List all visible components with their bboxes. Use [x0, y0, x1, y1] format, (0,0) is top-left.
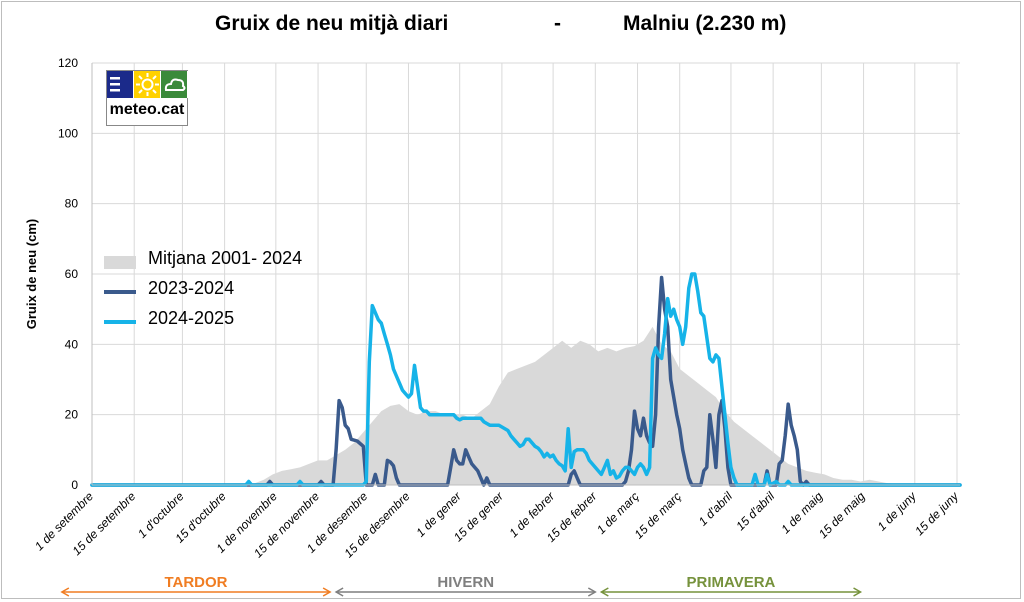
series-average-area — [92, 326, 906, 485]
x-tick-label: 15 de maig — [816, 489, 868, 541]
season-primavera-arrow-head-right — [853, 587, 863, 597]
x-tick-label: 15 de juny — [912, 489, 962, 539]
legend-label-2024-2025: 2024-2025 — [148, 308, 235, 328]
y-tick-label: 40 — [65, 337, 79, 351]
chart-title: Gruix de neu mitjà diari - Malniu (2.230… — [0, 12, 1024, 42]
y-tick-label: 20 — [65, 408, 79, 422]
legend-swatch-2023-2024 — [104, 290, 136, 294]
logo-cloud-icon — [161, 71, 188, 98]
logo-text: meteo.cat — [109, 101, 185, 118]
x-tick-label: 1 d'abril — [696, 489, 736, 529]
logo-lines-icon — [107, 71, 134, 98]
legend-swatch-average — [104, 256, 136, 269]
season-primavera-arrow-head-left — [599, 587, 609, 597]
season-hivern-arrow — [334, 587, 597, 597]
y-tick-label: 120 — [58, 56, 78, 70]
title-station: Malniu (2.230 m) — [623, 12, 787, 35]
logo-sun-icon — [134, 71, 161, 98]
series-2024-2025-line — [90, 272, 962, 487]
legend-label-2023-2024: 2023-2024 — [148, 278, 235, 298]
season-primavera-label: PRIMAVERA — [686, 574, 775, 591]
season-primavera-arrow — [599, 587, 863, 597]
title-separator: - — [554, 12, 561, 35]
title-main: Gruix de neu mitjà diari — [215, 12, 449, 35]
legend-label-average: Mitjana 2001- 2024 — [148, 248, 303, 268]
y-tick-label: 80 — [65, 197, 79, 211]
season-tardor-label: TARDOR — [164, 574, 227, 591]
season-hivern-label: HIVERN — [437, 574, 494, 591]
y-tick-label: 60 — [65, 267, 79, 281]
season-hivern-arrow-head-left — [334, 587, 344, 597]
season-hivern-arrow-head-right — [587, 587, 597, 597]
season-tardor-arrow-head-left — [60, 587, 70, 597]
x-tick-label: 15 d'abril — [733, 489, 777, 533]
meteocat-logo: meteo.cat — [106, 70, 188, 126]
season-tardor-arrow — [60, 587, 332, 597]
legend-swatch-2024-2025 — [104, 320, 136, 324]
y-tick-label: 100 — [58, 126, 78, 140]
y-axis-label: Gruix de neu (cm) — [24, 219, 39, 330]
y-tick-label: 0 — [71, 478, 78, 492]
season-tardor-arrow-head-right — [322, 587, 332, 597]
